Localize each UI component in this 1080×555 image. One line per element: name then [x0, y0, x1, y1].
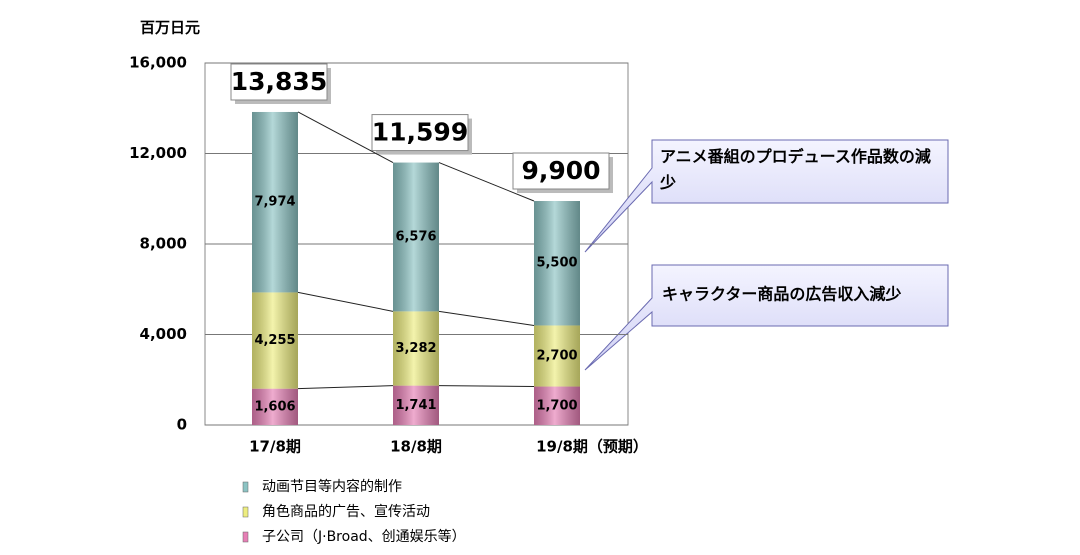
data-label: 1,700: [536, 398, 577, 413]
y-unit: 百万日元: [140, 19, 200, 37]
total-label: 9,900: [521, 156, 600, 185]
bar-shade: [252, 111, 298, 293]
y-tick-label: 16,000: [129, 54, 187, 72]
data-label: 7,974: [254, 195, 295, 210]
bar-shade: [393, 311, 439, 386]
bar-shade: [393, 385, 439, 425]
total-box-bg: [512, 152, 610, 190]
connector-line: [297, 111, 394, 164]
data-label: 1,606: [254, 399, 295, 414]
bar-shade: [252, 388, 298, 425]
annotation: キャラクター商品の広告収入減少: [662, 285, 901, 304]
legend-label: 动画节目等内容的制作: [262, 478, 402, 495]
data-label: 3,282: [395, 341, 436, 356]
y-tick-label: 8,000: [140, 235, 187, 253]
y-tick-label: 12,000: [129, 144, 187, 162]
connector-line: [297, 385, 394, 390]
data-label: 5,500: [536, 256, 577, 271]
connector-line: [297, 291, 394, 312]
total-box: 9,900: [512, 152, 613, 194]
bar-shade: [393, 162, 439, 312]
annotation: アニメ番組のプロデュース作品数の減少: [660, 147, 931, 192]
legend-swatch: [242, 481, 249, 493]
bar-shade: [534, 386, 580, 425]
callout-box: アニメ番組のプロデュース作品数の減少: [660, 147, 931, 192]
bar-shade: [534, 325, 580, 387]
y-tick-label: 0: [177, 416, 187, 434]
callout-2: キャラクター商品の広告収入減少: [584, 264, 949, 371]
connector-line: [438, 310, 535, 326]
callout-1: アニメ番組のプロデュース作品数の減少: [584, 139, 949, 253]
x-tick-label: 19/8期（预期）: [536, 438, 648, 456]
total-label: 13,835: [231, 67, 327, 96]
total-box: 11,599: [371, 114, 472, 155]
data-label: 2,700: [536, 348, 577, 363]
data-label: 6,576: [395, 229, 436, 244]
total-box-bg: [371, 114, 469, 152]
total-box-bg: [230, 63, 328, 101]
data-label: 1,741: [395, 398, 436, 413]
legend-swatch: [242, 506, 249, 518]
x-tick-label: 17/8期: [249, 438, 301, 456]
legend-label: 角色商品的广告、宣传活动: [262, 503, 430, 520]
y-tick-label: 4,000: [140, 325, 187, 343]
legend-swatch: [242, 531, 249, 543]
data-label: 4,255: [254, 333, 295, 348]
connector-line: [438, 385, 535, 388]
total-label: 11,599: [372, 118, 468, 147]
bar-shade: [252, 292, 298, 389]
legend-label: 子公司（J·Broad、创通娱乐等）: [262, 528, 466, 545]
connector-line: [438, 162, 535, 202]
bar-shade: [534, 201, 580, 326]
total-box: 13,835: [230, 63, 331, 104]
x-tick-label: 18/8期: [390, 438, 442, 456]
